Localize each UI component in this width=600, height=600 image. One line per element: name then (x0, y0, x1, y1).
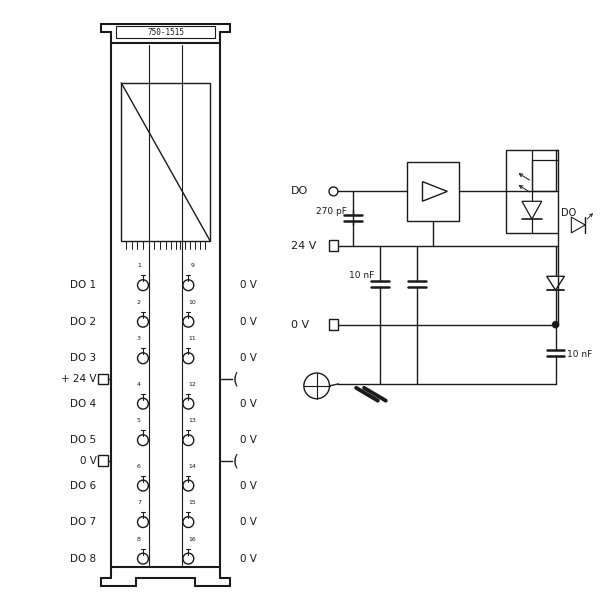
Text: 0 V: 0 V (239, 435, 257, 445)
Text: 270 pF: 270 pF (316, 207, 347, 216)
Text: 0 V: 0 V (239, 353, 257, 363)
Circle shape (137, 316, 148, 327)
Text: DO 6: DO 6 (70, 481, 97, 491)
Text: 0 V: 0 V (239, 398, 257, 409)
Text: DO 3: DO 3 (70, 353, 97, 363)
Circle shape (183, 435, 194, 446)
Bar (329, 319, 338, 330)
Circle shape (183, 280, 194, 290)
Bar (407, 162, 459, 221)
Bar (116, 26, 215, 38)
Text: 0 V: 0 V (239, 280, 257, 290)
Circle shape (183, 480, 194, 491)
Circle shape (137, 435, 148, 446)
Text: 2: 2 (137, 300, 141, 305)
Text: 0 V: 0 V (239, 317, 257, 327)
Bar (98, 374, 109, 385)
Circle shape (137, 353, 148, 364)
Circle shape (304, 373, 329, 399)
Text: DO 8: DO 8 (70, 554, 97, 563)
Circle shape (137, 398, 148, 409)
Circle shape (137, 280, 148, 290)
Text: 0 V: 0 V (291, 320, 309, 329)
Text: 13: 13 (188, 418, 196, 424)
Text: + 24 V: + 24 V (61, 374, 97, 384)
Text: 14: 14 (188, 464, 196, 469)
Text: 15: 15 (188, 500, 196, 505)
Circle shape (137, 517, 148, 527)
Text: 16: 16 (188, 537, 196, 542)
Text: DO 1: DO 1 (70, 280, 97, 290)
Text: 24 V: 24 V (291, 241, 316, 251)
Circle shape (183, 353, 194, 364)
Text: 9: 9 (190, 263, 194, 268)
Text: 11: 11 (188, 337, 196, 341)
Circle shape (183, 553, 194, 564)
Circle shape (137, 553, 148, 564)
Text: 0 V: 0 V (239, 554, 257, 563)
Text: DO: DO (291, 187, 308, 196)
Text: 4: 4 (137, 382, 141, 387)
Text: 0 V: 0 V (80, 456, 97, 466)
Text: DO 4: DO 4 (70, 398, 97, 409)
Circle shape (137, 480, 148, 491)
Circle shape (183, 316, 194, 327)
Text: DO 7: DO 7 (70, 517, 97, 527)
Text: 10: 10 (188, 300, 196, 305)
Text: 8: 8 (137, 537, 141, 542)
Text: 0 V: 0 V (239, 517, 257, 527)
Circle shape (552, 321, 559, 328)
Bar (329, 240, 338, 251)
Bar (506, 150, 557, 233)
Text: 12: 12 (188, 382, 196, 387)
Bar (98, 455, 109, 466)
Text: 0 V: 0 V (239, 481, 257, 491)
Text: 5: 5 (137, 418, 141, 424)
Text: 10 nF: 10 nF (349, 271, 374, 280)
Circle shape (329, 187, 338, 196)
Bar (121, 83, 210, 241)
Text: 3: 3 (137, 337, 141, 341)
Circle shape (183, 398, 194, 409)
Text: 7: 7 (137, 500, 141, 505)
Text: 10 nF: 10 nF (568, 350, 593, 359)
Bar (112, 43, 220, 566)
Text: 750-1515: 750-1515 (147, 28, 184, 37)
Text: (: ( (233, 454, 239, 469)
Text: DO 5: DO 5 (70, 435, 97, 445)
Text: DO: DO (562, 208, 577, 218)
Circle shape (183, 517, 194, 527)
Text: 1: 1 (137, 263, 141, 268)
Text: DO 2: DO 2 (70, 317, 97, 327)
Text: (: ( (233, 371, 239, 386)
Text: 6: 6 (137, 464, 141, 469)
